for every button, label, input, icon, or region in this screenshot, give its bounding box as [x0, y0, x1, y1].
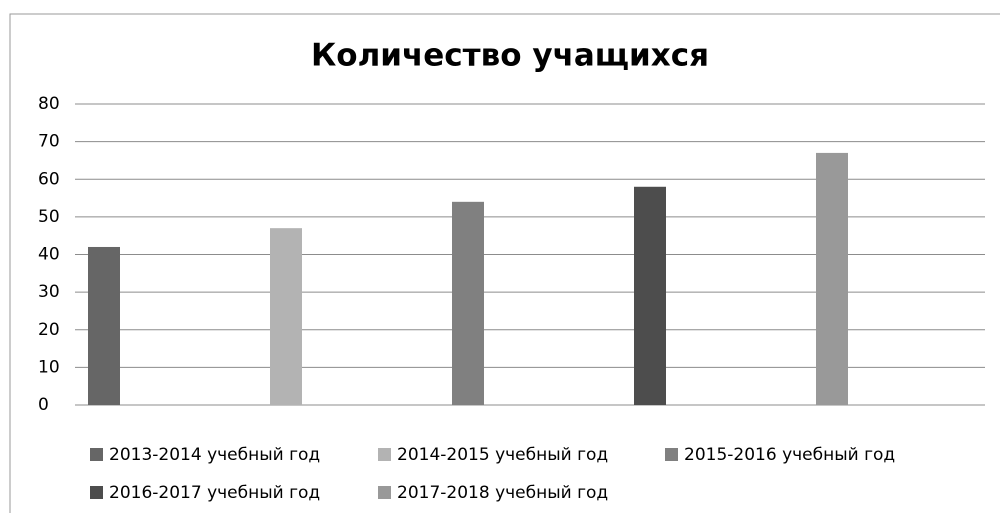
- bar: [634, 186, 666, 405]
- legend-label: 2017-2018 учебный год: [397, 483, 608, 503]
- y-tick-label: 30: [38, 282, 60, 302]
- y-tick-label: 40: [38, 245, 60, 265]
- bar: [452, 201, 484, 405]
- bar: [88, 246, 120, 405]
- legend-label: 2014-2015 учебный год: [397, 445, 608, 465]
- legend-swatch: [378, 448, 391, 461]
- y-tick-label: 50: [38, 207, 60, 227]
- legend-swatch: [378, 486, 391, 499]
- y-tick-label: 60: [38, 169, 60, 189]
- y-tick-label: 20: [38, 320, 60, 340]
- legend-label: 2015-2016 учебный год: [684, 445, 895, 465]
- legend-label: 2016-2017 учебный год: [109, 483, 320, 503]
- y-tick-label: 10: [38, 357, 60, 377]
- y-tick-label: 0: [38, 395, 49, 415]
- y-tick-label: 80: [38, 94, 60, 114]
- legend-swatch: [90, 448, 103, 461]
- legend-swatch: [90, 486, 103, 499]
- y-tick-label: 70: [38, 132, 60, 152]
- chart-frame: [9, 13, 1000, 513]
- bar: [816, 152, 848, 405]
- chart-title: Количество учащихся: [311, 38, 709, 74]
- legend-label: 2013-2014 учебный год: [109, 445, 320, 465]
- legend-swatch: [665, 448, 678, 461]
- bar: [270, 228, 302, 405]
